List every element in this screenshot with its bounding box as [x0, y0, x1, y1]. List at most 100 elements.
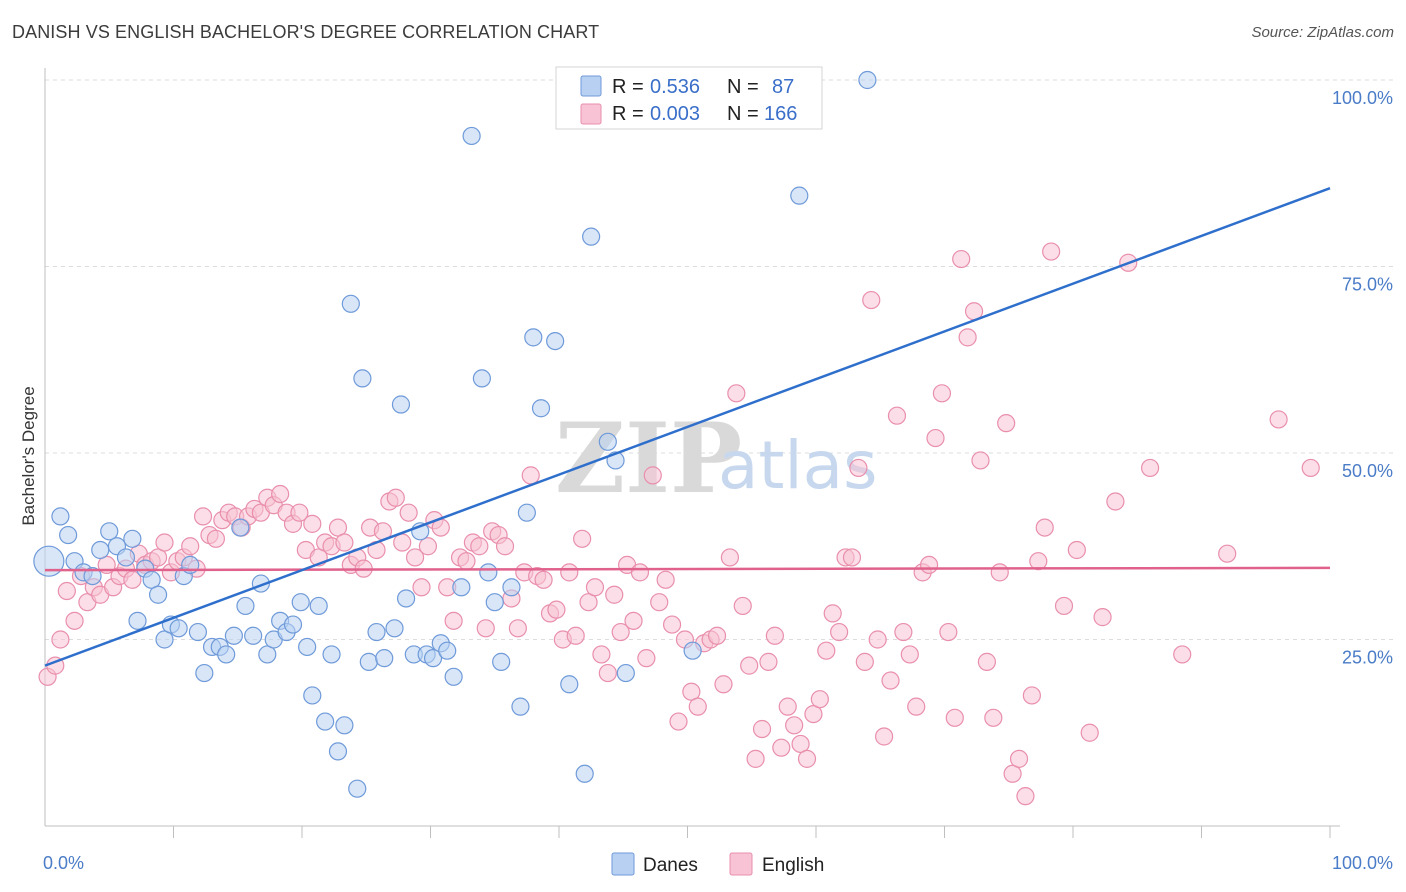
danes-point-65	[502, 578, 521, 597]
legend-r-label-danes: R =	[612, 76, 644, 98]
danes-point-21	[195, 663, 214, 683]
english-point-146	[977, 652, 997, 671]
danes-point-73	[582, 227, 601, 246]
danes-point-57	[438, 641, 457, 660]
danes-point-6	[91, 540, 110, 560]
english-point-155	[1035, 518, 1054, 537]
trend-lines	[44, 186, 1331, 667]
english-point-92	[630, 563, 650, 582]
english-point-39	[290, 503, 309, 522]
english-point-128	[862, 290, 881, 310]
watermark-zip: ZIP	[555, 402, 742, 515]
english-point-95	[650, 593, 669, 612]
danes-point-46	[359, 652, 378, 671]
english-point-139	[932, 384, 952, 403]
danes-point-82	[790, 186, 809, 205]
english-point-166	[1269, 410, 1288, 429]
english-point-107	[727, 384, 746, 403]
english-point-82	[566, 626, 585, 645]
danes-point-58	[444, 667, 463, 686]
legend-r-value-danes: 0.536	[650, 76, 700, 98]
english-point-154	[1029, 552, 1048, 571]
danes-point-61	[472, 369, 491, 388]
english-point-167	[1301, 458, 1320, 478]
english-point-147	[984, 708, 1003, 727]
danes-point-76	[616, 663, 635, 683]
danes-point-40	[322, 645, 341, 664]
legend-n-label-danes: N =	[727, 76, 759, 98]
english-point-160	[1093, 608, 1112, 627]
danes-point-51	[396, 589, 416, 608]
y-axis-label: Bachelor's Degree	[19, 386, 38, 525]
danes-point-83	[858, 70, 877, 90]
english-point-22	[181, 537, 200, 556]
bottom-legend-label-english: English	[762, 855, 824, 876]
english-point-133	[894, 622, 913, 642]
english-point-71	[495, 537, 515, 556]
english-point-58	[412, 578, 431, 597]
english-point-101	[688, 697, 707, 716]
english-point-134	[900, 645, 919, 664]
y-tick-label-50: 50.0%	[1342, 461, 1393, 481]
english-point-151	[1009, 749, 1029, 768]
english-point-158	[1067, 540, 1086, 560]
legend-swatch-english	[580, 103, 602, 125]
danes-point-24	[217, 645, 236, 664]
english-point-73	[508, 619, 527, 638]
danes-series-points	[33, 70, 877, 798]
danes-point-5	[83, 566, 102, 586]
english-point-114	[772, 738, 791, 757]
y-tick-label-25: 25.0%	[1342, 648, 1393, 668]
y-tick-label-100: 100.0%	[1332, 88, 1393, 108]
english-point-115	[778, 697, 797, 716]
english-point-65	[457, 552, 476, 571]
danes-point-47	[367, 622, 386, 642]
danes-point-20	[188, 622, 208, 642]
english-point-56	[399, 503, 418, 522]
legend-r-value-english: 0.003	[650, 103, 700, 125]
danes-point-10	[123, 529, 142, 548]
english-point-140	[939, 622, 958, 642]
danes-point-49	[385, 619, 404, 638]
danes-point-64	[492, 652, 511, 671]
danes-point-72	[575, 764, 594, 783]
english-point-46	[335, 533, 354, 552]
bottom-legend-swatch-danes	[611, 852, 635, 876]
english-point-122	[823, 604, 842, 623]
bottom-legend-swatch-english	[729, 852, 753, 876]
gridlines	[45, 79, 1393, 640]
english-point-67	[470, 537, 489, 556]
danes-point-63	[485, 593, 504, 612]
danes-point-62	[479, 563, 498, 582]
chart-title: DANISH VS ENGLISH BACHELOR'S DEGREE CORR…	[12, 22, 600, 42]
english-point-81	[560, 563, 579, 582]
english-point-152	[1016, 787, 1035, 806]
legend-n-value-danes: 87	[772, 76, 794, 98]
english-point-109	[740, 656, 759, 675]
danes-trend-line	[44, 186, 1331, 667]
danes-point-69	[531, 399, 551, 418]
danes-point-55	[423, 649, 443, 668]
danes-point-17	[169, 619, 188, 638]
english-point-4	[65, 611, 84, 630]
danes-point-67	[517, 503, 536, 522]
english-point-142	[952, 249, 971, 269]
danes-point-7	[100, 522, 119, 541]
english-point-149	[997, 414, 1016, 433]
english-point-87	[598, 663, 617, 683]
english-point-127	[855, 652, 874, 671]
english-point-130	[875, 727, 894, 746]
danes-point-38	[309, 596, 328, 616]
legend-swatch-danes	[580, 75, 602, 97]
danes-point-2	[59, 525, 78, 545]
legend-n-label-english: N =	[727, 103, 759, 125]
english-point-163	[1140, 458, 1160, 478]
english-point-143	[958, 328, 977, 347]
bottom-legend: Danes English	[611, 852, 824, 876]
english-point-108	[733, 596, 752, 616]
danes-point-0	[33, 545, 65, 577]
danes-point-43	[341, 294, 360, 313]
english-point-63	[444, 611, 463, 630]
english-point-2	[51, 630, 70, 649]
english-point-148	[990, 563, 1009, 582]
